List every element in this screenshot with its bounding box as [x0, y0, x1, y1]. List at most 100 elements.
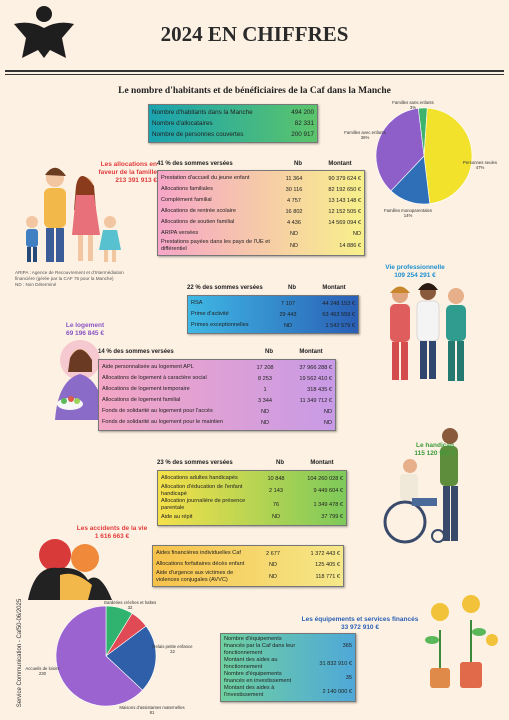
section-label: Les accidents de la vie 1 616 663 € [62, 525, 162, 541]
table-row: Prime d'activité 29 443 63 463 559 € [191, 309, 355, 320]
row-label: Prime d'activité [191, 311, 229, 317]
row-label: Allocations de logement familial [102, 397, 181, 403]
note: ARIPA : Agence de Recouvrement et d'Inte… [15, 270, 124, 281]
pie-slice [105, 625, 157, 691]
row-amount: 14 886 € [339, 242, 361, 249]
table-row: Complément familial 4 757 13 143 148 € [161, 195, 361, 206]
column-header: Montant [322, 285, 346, 291]
row-count: ND [260, 419, 270, 426]
pie-value: 14% [403, 213, 413, 219]
row-value: 200 917 [291, 131, 314, 138]
column-header: Nb [294, 161, 302, 167]
table-row: Aide d'urgence aux victimes de violences… [156, 570, 340, 584]
row-amount: 1 542 579 € [325, 322, 355, 329]
row-amount: 104 260 028 € [307, 475, 343, 482]
row-label: Nombre d'équipements financés en investi… [224, 670, 292, 684]
table-row: Primes exceptionnelles ND 1 542 579 € [191, 320, 355, 331]
row-amount: 90 379 624 € [328, 175, 361, 182]
pie-label: Accueils de loisirs 230 [20, 666, 65, 677]
table-row: Nombre d'équipements financés en investi… [224, 671, 352, 685]
table-row: Montant des aides au fonctionnement 31 83… [224, 657, 352, 671]
row-amount: 9 449 604 € [313, 487, 343, 494]
row-count: ND [289, 230, 299, 237]
note: ND : Non Déterminé [15, 281, 57, 287]
rule [5, 70, 504, 72]
row-count: ND [260, 408, 270, 415]
pie-value: 47% [475, 165, 485, 171]
logo [14, 6, 74, 59]
pie-category: Familles monoparentales [383, 208, 432, 213]
row-label: Allocations de rentrée scolaire [161, 208, 236, 214]
row-count: 2 143 [269, 487, 283, 494]
section-table: Allocations adultes handicapés 10 848 104 … [157, 470, 347, 526]
pie-label: Familles monoparentales 14% [378, 208, 438, 219]
pie-value: 3% [409, 105, 417, 111]
pie-value: 32 [127, 605, 133, 611]
pie-label: Maisons d'assistantes maternelles 81 [112, 705, 192, 716]
table-row: Nombre d'allocataires 82 331 [152, 118, 314, 129]
row-count: 30 116 [285, 186, 303, 193]
table-header: 22 % des sommes versées Nb Montant [187, 285, 359, 291]
section-title: Vie professionnelle [385, 264, 445, 271]
section-amount: 115 120 910 € [414, 450, 456, 458]
share: 22 % des sommes versées [187, 285, 263, 291]
table-row: Nombre d'équipements financés par la Caf… [224, 636, 352, 657]
row-amount: 37 799 € [321, 514, 343, 521]
row-count: ND [268, 561, 278, 568]
section-label: Les allocations en faveur de la famille 2… [95, 161, 157, 185]
row-label: Prestations payées dans les pays de l'UE… [161, 239, 270, 252]
table-row: Allocations de logement temporaire 1 318 4… [102, 384, 332, 395]
pie-category: Familles sans enfants [392, 100, 434, 105]
table-row: Aide personnalisée au logement APL 17 208… [102, 362, 332, 373]
row-amount: 1 372 443 € [310, 550, 340, 557]
row-amount: ND [323, 419, 332, 426]
row-value: 494 200 [291, 109, 314, 116]
share: 23 % des sommes versées [157, 460, 233, 466]
pie-slice [375, 108, 425, 192]
row-count: 17 208 [256, 364, 274, 371]
section-table: Prestation d'accueil du jeune enfant 11 3… [157, 170, 365, 256]
section-label: Vie professionnelle 109 254 291 € [360, 264, 470, 280]
table-row: Prestations payées dans les pays de l'UE… [161, 239, 361, 253]
row-value: 2 140 000 € [322, 688, 352, 695]
row-amount: ND [352, 230, 361, 237]
section-amount: 69 196 845 € [66, 330, 104, 338]
table-row: Allocations de logement à caractère soci… [102, 373, 332, 384]
row-count: 3 344 [258, 397, 272, 404]
row-label: Montant des aides à l'investissement [224, 684, 275, 698]
row-amount: 12 152 505 € [328, 208, 361, 215]
section-label: Le handicap 115 120 910 € [395, 442, 475, 458]
row-count: ND [289, 242, 299, 249]
subtitle: Le nombre d'habitants et de bénéficiaire… [118, 86, 391, 96]
row-amount: 318 435 € [307, 386, 332, 393]
section-label: Les équipements et services financés 33 9… [290, 616, 430, 632]
row-label: Fonds de solidarité au logement pour le … [102, 419, 223, 425]
row-amount: 125 405 € [315, 561, 340, 568]
row-count: 8 253 [258, 375, 272, 382]
pie-category: Familles avec enfants [344, 130, 386, 135]
pie-category: Relais petite enfance [152, 644, 193, 649]
section-amount: 213 391 913 € [115, 177, 157, 185]
plants-illustration [425, 595, 498, 688]
notes: ARIPA : Agence de Recouvrement et d'Inte… [15, 270, 135, 288]
row-amount: 44 248 153 € [322, 300, 355, 307]
table-row: Aide au répit ND 37 799 € [161, 512, 343, 523]
pie-category: Maisons d'assistantes maternelles [119, 705, 185, 710]
workers-illustration [390, 283, 466, 381]
section-table: Nombre d'équipements financés par la Caf… [220, 633, 356, 702]
share: 14 % des sommes versées [98, 349, 174, 355]
row-count: ND [283, 322, 293, 329]
row-amount: 11 349 712 € [299, 397, 332, 404]
row-label: ARIPA versées [161, 230, 199, 236]
family-illustration [26, 167, 121, 262]
section-label: Le logement 69 196 845 € [55, 322, 115, 338]
pie-category: Garderies crèches et haltes [103, 600, 157, 605]
row-value: 31 832 910 € [319, 660, 352, 667]
pie-slice [423, 107, 473, 204]
table-row: Montant des aides à l'investissement 2 14… [224, 685, 352, 699]
row-label: Nombre d'équipements financés par la Caf… [224, 636, 296, 656]
section-title: Le handicap [416, 442, 454, 449]
section-table: Aide personnalisée au logement APL 17 208… [98, 359, 336, 431]
row-label: Allocations de soutien familial [161, 219, 235, 225]
